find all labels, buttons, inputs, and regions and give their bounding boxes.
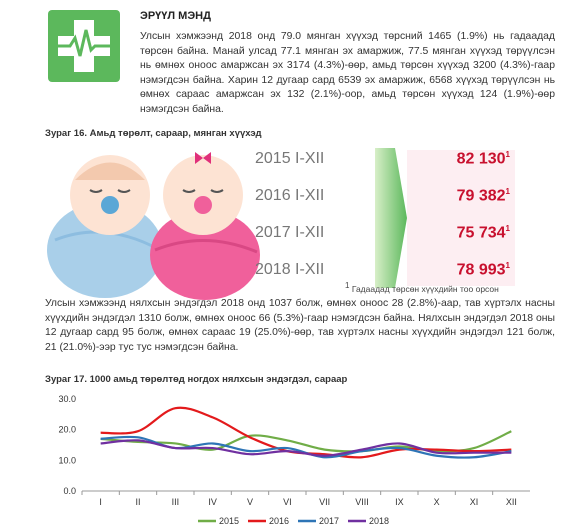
row-period: 2016 I-XII bbox=[255, 187, 325, 204]
value-note: 1 bbox=[505, 150, 510, 159]
footnote: 1 Гадаадад төрсөн хүүхдийн тоо орсон bbox=[345, 281, 499, 294]
legend-label: 2018 bbox=[369, 516, 389, 526]
value-text: 79 382 bbox=[456, 187, 506, 205]
x-tick-label: III bbox=[172, 497, 180, 507]
y-tick-label: 20.0 bbox=[58, 425, 76, 435]
value-note: 1 bbox=[505, 224, 510, 233]
row-value: 79 3821 bbox=[410, 187, 510, 205]
y-tick-label: 10.0 bbox=[58, 455, 76, 465]
value-note: 1 bbox=[505, 261, 510, 270]
footnote-mark: 1 bbox=[345, 281, 350, 290]
row-period: 2017 I-XII bbox=[255, 224, 325, 241]
row-value: 82 1301 bbox=[410, 150, 510, 168]
section-title: ЭРҮҮЛ МЭНД bbox=[140, 10, 211, 22]
intro-text: Улсын хэмжээнд 2018 онд 79.0 мянган хүүх… bbox=[140, 31, 555, 115]
x-tick-label: I bbox=[99, 497, 102, 507]
y-tick-label: 0.0 bbox=[63, 486, 76, 496]
x-tick-label: VII bbox=[319, 497, 330, 507]
y-tick-label: 30.0 bbox=[58, 394, 76, 404]
chart-title: Зураг 17. 1000 амьд төрөлтөд ногдох нялх… bbox=[45, 374, 348, 385]
value-text: 82 130 bbox=[456, 150, 506, 168]
value-text: 78 993 bbox=[456, 261, 506, 279]
figure-caption: Зураг 16. Амьд төрөлт, сараар, мянган хү… bbox=[45, 128, 262, 139]
row-period: 2015 I-XII bbox=[255, 150, 325, 167]
mortality-text: Улсын хэмжээнд нялхсын эндэгдэл 2018 онд… bbox=[45, 298, 555, 353]
x-tick-label: IV bbox=[208, 497, 217, 507]
row-value: 75 7341 bbox=[410, 224, 510, 242]
health-icon bbox=[48, 10, 120, 82]
legend-label: 2016 bbox=[269, 516, 289, 526]
x-tick-label: VIII bbox=[355, 497, 369, 507]
x-tick-label: V bbox=[247, 497, 253, 507]
row-period: 2018 I-XII bbox=[255, 261, 325, 278]
x-tick-label: II bbox=[135, 497, 140, 507]
series-line bbox=[100, 430, 512, 453]
series-line bbox=[100, 406, 512, 459]
value-text: 75 734 bbox=[456, 224, 506, 242]
births-illustration bbox=[47, 148, 515, 300]
x-tick-label: X bbox=[434, 497, 440, 507]
x-tick-label: IX bbox=[395, 497, 404, 507]
value-note: 1 bbox=[505, 187, 510, 196]
x-tick-label: XI bbox=[470, 497, 479, 507]
series-line bbox=[100, 439, 512, 457]
x-tick-label: VI bbox=[283, 497, 292, 507]
legend-label: 2015 bbox=[219, 516, 239, 526]
row-value: 78 9931 bbox=[410, 261, 510, 279]
footnote-text: Гадаадад төрсөн хүүхдийн тоо орсон bbox=[349, 283, 499, 294]
x-tick-label: XII bbox=[506, 497, 517, 507]
chart: 0.010.020.030.0I II III IV V VI VII VIII IX X XI XI… bbox=[58, 394, 530, 526]
legend-label: 2017 bbox=[319, 516, 339, 526]
